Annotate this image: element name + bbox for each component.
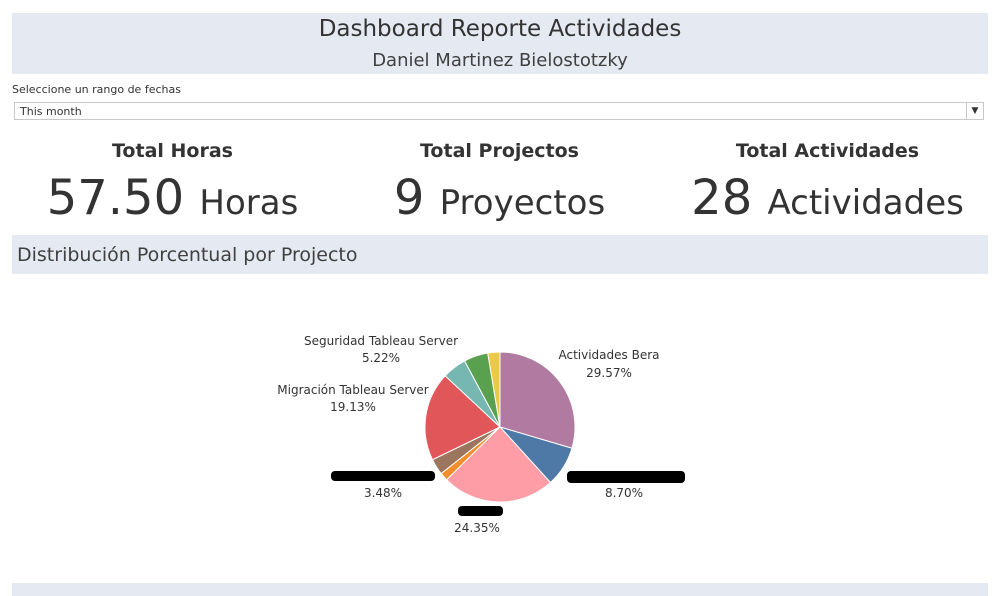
- kpi-value: 57.50 Horas: [6, 172, 339, 225]
- date-range-label: Seleccione un rango de fechas: [12, 83, 181, 96]
- slice-value-label: 29.57%: [586, 366, 632, 380]
- pie-slice[interactable]: [487, 351, 501, 428]
- pie-slice[interactable]: [424, 375, 501, 461]
- kpi-unit: Horas: [199, 183, 299, 223]
- date-range-selected-value: This month: [20, 105, 82, 118]
- kpi-title: Total Horas: [112, 140, 233, 162]
- slice-value-label: 8.70%: [605, 486, 643, 500]
- slice-value-label: 5.22%: [362, 351, 400, 365]
- kpi-total-projectos: Total Projectos 9 Proyectos: [333, 140, 666, 225]
- section-title: Distribución Porcentual por Projecto: [17, 244, 358, 266]
- bottom-band: [12, 583, 988, 596]
- slice-name-label: Migración Tableau Server: [277, 383, 429, 397]
- slice-value-label: 19.13%: [330, 400, 376, 414]
- kpi-value: 9 Proyectos: [333, 172, 666, 225]
- dashboard-title: Dashboard Reporte Actividades: [318, 16, 682, 42]
- dashboard-header: Dashboard Reporte Actividades Daniel Mar…: [12, 13, 988, 74]
- kpi-number: 57.50: [46, 170, 185, 226]
- pie-slice[interactable]: [445, 426, 552, 503]
- redacted-label: [331, 471, 435, 481]
- kpi-unit: Actividades: [767, 183, 964, 223]
- slice-value-label: 3.48%: [364, 486, 402, 500]
- kpi-number: 28: [691, 170, 753, 226]
- pie-slice[interactable]: [499, 351, 576, 449]
- kpi-value: 28 Actividades: [661, 172, 994, 225]
- dashboard-subtitle: Daniel Martinez Bielostotzky: [372, 50, 628, 71]
- redacted-label: [458, 506, 503, 516]
- slice-name-label: Seguridad Tableau Server: [304, 334, 458, 348]
- chevron-down-icon[interactable]: ▼: [966, 103, 983, 119]
- section-header: Distribución Porcentual por Projecto: [12, 235, 988, 274]
- kpi-total-actividades: Total Actividades 28 Actividades: [661, 140, 994, 225]
- kpi-title: Total Actividades: [735, 140, 920, 162]
- kpi-number: 9: [393, 170, 425, 226]
- pie-chart: Actividades Bera 29.57% 8.70% 24.35% 3.48% Mi…: [277, 334, 685, 535]
- slice-value-label: 24.35%: [454, 521, 500, 535]
- redacted-label: [567, 471, 685, 483]
- kpi-title: Total Projectos: [420, 140, 579, 162]
- date-range-dropdown[interactable]: This month ▼: [14, 102, 984, 120]
- kpi-unit: Proyectos: [439, 183, 606, 223]
- slice-name-label: Actividades Bera: [558, 348, 659, 362]
- kpi-total-horas: Total Horas 57.50 Horas: [6, 140, 339, 225]
